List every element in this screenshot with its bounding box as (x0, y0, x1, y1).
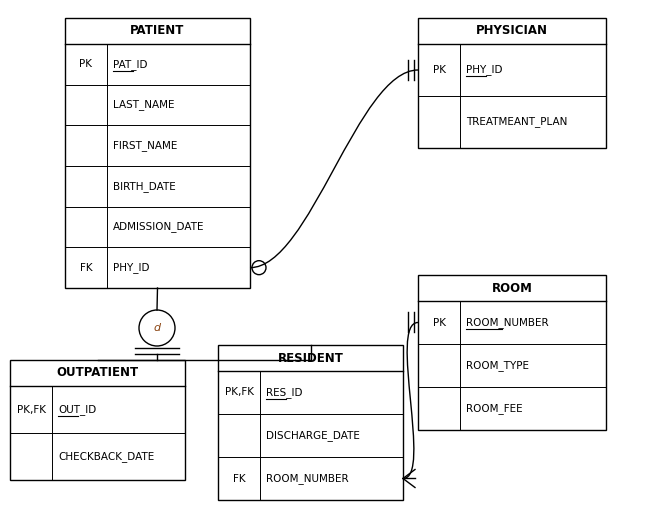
Text: PK,FK: PK,FK (225, 387, 253, 398)
Text: d: d (154, 323, 161, 333)
Text: ROOM: ROOM (492, 282, 533, 294)
Bar (65, 18, 250, 288)
Bar (418, 275, 606, 430)
Text: ROOM_NUMBER: ROOM_NUMBER (266, 473, 349, 484)
Text: LAST_NAME: LAST_NAME (113, 100, 174, 110)
Text: PK: PK (79, 59, 92, 69)
Text: PATIENT: PATIENT (130, 25, 185, 37)
Text: ADMISSION_DATE: ADMISSION_DATE (113, 222, 204, 233)
Bar (10, 360, 185, 480)
Bar (418, 18, 606, 148)
Text: ROOM_TYPE: ROOM_TYPE (466, 360, 529, 371)
Text: ROOM_NUMBER: ROOM_NUMBER (466, 317, 549, 328)
Text: PHY_ID: PHY_ID (113, 262, 150, 273)
Bar (218, 345, 403, 500)
Text: FIRST_NAME: FIRST_NAME (113, 140, 177, 151)
Text: ROOM_FEE: ROOM_FEE (466, 403, 523, 414)
Text: PAT_ID: PAT_ID (113, 59, 148, 70)
Text: TREATMEANT_PLAN: TREATMEANT_PLAN (466, 117, 568, 127)
Text: RES_ID: RES_ID (266, 387, 303, 398)
Text: DISCHARGE_DATE: DISCHARGE_DATE (266, 430, 360, 441)
Text: BIRTH_DATE: BIRTH_DATE (113, 181, 176, 192)
Text: FK: FK (79, 263, 92, 273)
Text: OUT_ID: OUT_ID (58, 404, 96, 415)
Text: RESIDENT: RESIDENT (277, 352, 344, 364)
Text: CHECKBACK_DATE: CHECKBACK_DATE (58, 451, 154, 462)
Text: PK: PK (432, 65, 445, 75)
Text: PHYSICIAN: PHYSICIAN (476, 25, 548, 37)
Text: OUTPATIENT: OUTPATIENT (57, 366, 139, 380)
Text: PHY_ID: PHY_ID (466, 64, 503, 76)
Text: PK: PK (432, 317, 445, 328)
Text: PK,FK: PK,FK (16, 405, 46, 414)
Text: FK: FK (232, 474, 245, 483)
